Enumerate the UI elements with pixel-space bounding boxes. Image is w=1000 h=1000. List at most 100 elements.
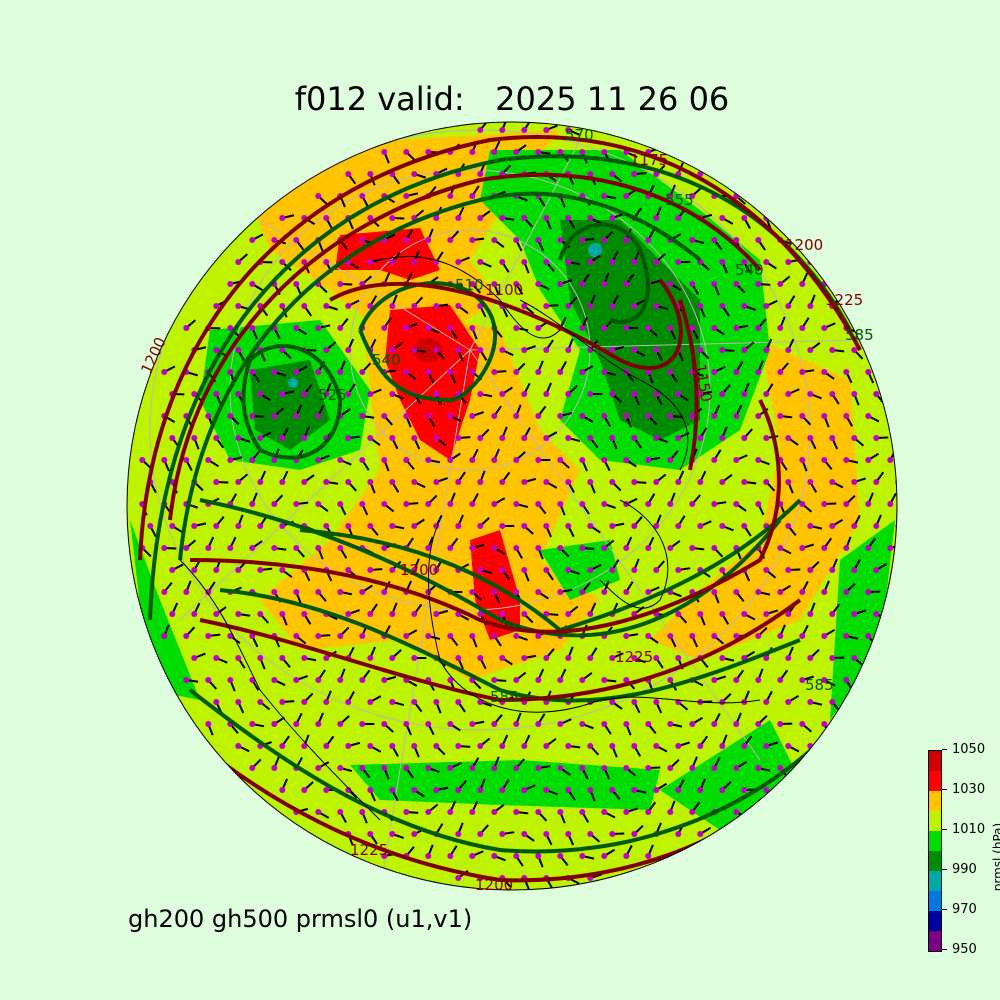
- wind-barb-dot: [411, 611, 418, 617]
- wind-barb-dot: [895, 435, 897, 441]
- wind-barb-dot: [535, 589, 542, 595]
- wind-barb-dot: [675, 215, 682, 221]
- wind-barb-dot: [455, 303, 462, 309]
- wind-barb-dot: [469, 281, 476, 287]
- wind-barb-dot: [631, 391, 638, 397]
- wind-barb-dot: [389, 435, 396, 441]
- wind-barb-dot: [499, 215, 506, 221]
- wind-barb-dot: [565, 127, 572, 133]
- wind-barb-dot: [631, 435, 638, 441]
- wind-barb-dot: [491, 677, 498, 683]
- wind-barb-dot: [271, 721, 278, 727]
- wind-barb-dot: [521, 303, 528, 309]
- wind-barb-dot: [381, 677, 388, 683]
- wind-barb-dot: [785, 303, 792, 309]
- wind-barb-dot: [579, 853, 586, 859]
- wind-barb-dot: [359, 237, 366, 243]
- wind-barb-dot: [477, 391, 484, 397]
- contour-label: 1225: [825, 291, 863, 309]
- wind-barb-dot: [337, 589, 344, 595]
- wind-barb-dot: [513, 325, 520, 331]
- wind-barb-dot: [565, 655, 572, 661]
- wind-barb-dot: [491, 633, 498, 639]
- contour-label: 585: [845, 326, 874, 344]
- wind-barb-dot: [623, 589, 630, 595]
- wind-barb-dot: [719, 347, 726, 353]
- wind-barb-dot: [865, 413, 872, 419]
- wind-barb-dot: [653, 303, 660, 309]
- wind-barb-dot: [799, 457, 806, 463]
- wind-barb-dot: [821, 413, 828, 419]
- wind-barb-dot: [279, 567, 286, 573]
- wind-barb-dot: [315, 457, 322, 463]
- wind-barb-dot: [301, 259, 308, 265]
- wind-barb-dot: [645, 457, 652, 463]
- wind-barb-dot: [653, 699, 660, 705]
- wind-barb-dot: [675, 479, 682, 485]
- wind-barb-dot: [557, 237, 564, 243]
- wind-barb-dot: [425, 501, 432, 507]
- wind-barb-dot: [565, 567, 572, 573]
- wind-barb-dot: [235, 743, 242, 749]
- wind-barb-shaft: [898, 518, 907, 526]
- wind-barb-dot: [403, 765, 410, 771]
- wind-barb-dot: [469, 853, 476, 859]
- wind-barb-dot: [785, 347, 792, 353]
- wind-barb-dot: [403, 633, 410, 639]
- wind-barb-dot: [323, 655, 330, 661]
- wind-barb-dot: [279, 391, 286, 397]
- wind-barb-dot: [733, 325, 740, 331]
- wind-barb-dot: [719, 259, 726, 265]
- wind-barb-dot: [447, 853, 454, 859]
- wind-barb-dot: [799, 281, 806, 287]
- wind-barb-dot: [315, 325, 322, 331]
- contour-label: 1200: [475, 876, 513, 894]
- wind-barb-dot: [799, 633, 806, 639]
- wind-barb-dot: [477, 831, 484, 837]
- wind-barb-dot: [565, 303, 572, 309]
- wind-barb-dot: [337, 457, 344, 463]
- wind-barb-dot: [367, 259, 374, 265]
- wind-barb-dot: [763, 655, 770, 661]
- wind-barb-dot: [279, 479, 286, 485]
- wind-barb-dot: [719, 303, 726, 309]
- wind-barb-dot: [249, 413, 256, 419]
- wind-barb-dot: [513, 149, 520, 155]
- wind-barb-dot: [425, 765, 432, 771]
- wind-barb-dot: [711, 237, 718, 243]
- wind-barb-dot: [499, 435, 506, 441]
- wind-barb-dot: [359, 721, 366, 727]
- wind-barb-dot: [843, 633, 850, 639]
- wind-barb-dot: [345, 743, 352, 749]
- wind-barb-dot: [689, 633, 696, 639]
- wind-barb-dot: [675, 435, 682, 441]
- wind-barb-dot: [631, 303, 638, 309]
- wind-barb-dot: [513, 237, 520, 243]
- wind-barb-dot: [667, 325, 674, 331]
- wind-barb-dot: [315, 589, 322, 595]
- wind-barb-dot: [499, 347, 506, 353]
- wind-barb-dot: [433, 611, 440, 617]
- wind-barb-dot: [579, 677, 586, 683]
- wind-barb-dot: [711, 765, 718, 771]
- wind-barb-dot: [535, 501, 542, 507]
- wind-barb-dot: [565, 259, 572, 265]
- wind-barb-dot: [829, 479, 836, 485]
- wind-barb-dot: [807, 347, 814, 353]
- wind-barb-dot: [799, 369, 806, 375]
- wind-barb-dot: [697, 787, 704, 793]
- wind-barb-dot: [851, 391, 858, 397]
- wind-barb-dot: [675, 523, 682, 529]
- wind-barb-dot: [543, 523, 550, 529]
- wind-barb-dot: [557, 457, 564, 463]
- wind-barb-dot: [799, 325, 806, 331]
- wind-barb-dot: [557, 413, 564, 419]
- wind-barb-dot: [675, 567, 682, 573]
- wind-barb-dot: [535, 633, 542, 639]
- wind-barb-dot: [469, 413, 476, 419]
- wind-barb-dot: [469, 325, 476, 331]
- wind-barb-dot: [271, 765, 278, 771]
- wind-barb-dot: [579, 589, 586, 595]
- wind-barb-dot: [587, 655, 594, 661]
- wind-barb-dot: [623, 193, 630, 199]
